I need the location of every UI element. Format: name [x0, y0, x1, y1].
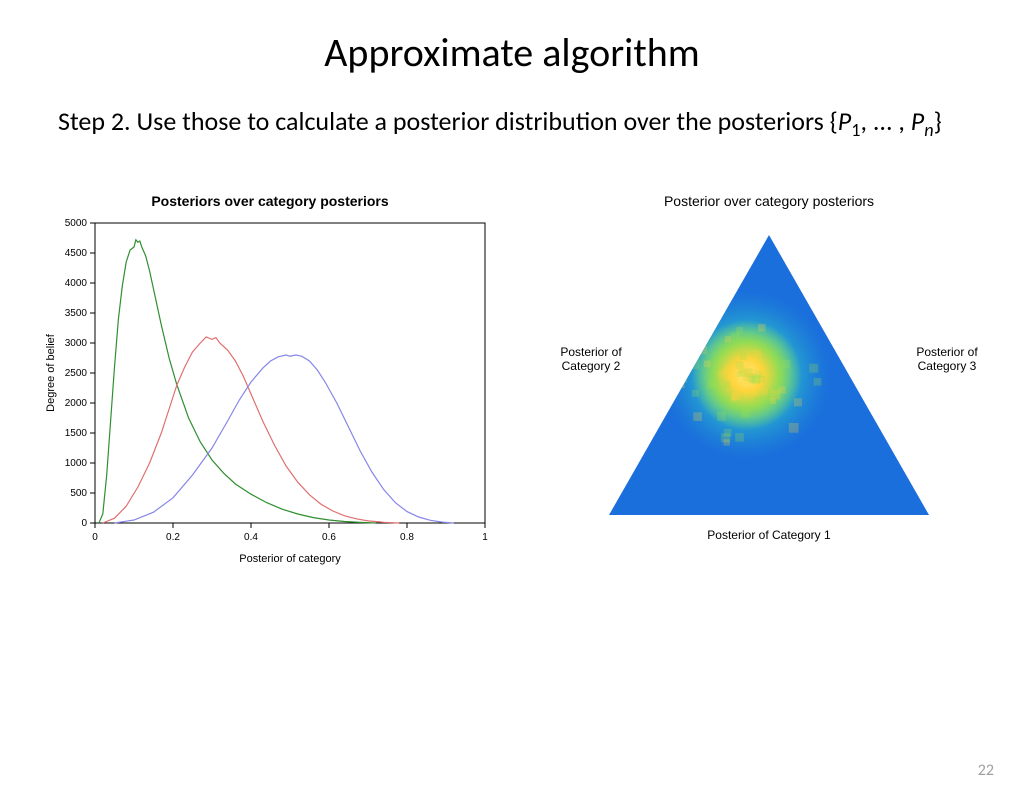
- left-chart-title: Posteriors over category posteriors: [40, 193, 500, 209]
- svg-text:1000: 1000: [65, 458, 88, 469]
- svg-text:500: 500: [70, 488, 87, 499]
- left-line-chart: Posteriors over category posteriors 0 500…: [40, 193, 500, 573]
- svg-text:3000: 3000: [65, 338, 88, 349]
- svg-text:2000: 2000: [65, 398, 88, 409]
- vertex-label-bottom: Posterior of Category 1: [554, 528, 984, 542]
- svg-text:Degree of belief: Degree of belief: [45, 333, 57, 412]
- svg-text:4000: 4000: [65, 278, 88, 289]
- step-body-text: Step 2. Use those to calculate a posteri…: [58, 104, 966, 143]
- svg-text:Posterior of category: Posterior of category: [239, 553, 341, 565]
- svg-text:0: 0: [81, 518, 87, 529]
- figure-row: Posteriors over category posteriors 0 500…: [40, 193, 984, 573]
- svg-text:0.6: 0.6: [322, 532, 336, 543]
- svg-text:0.4: 0.4: [244, 532, 258, 543]
- step-text-suffix: }: [934, 105, 942, 137]
- vertex-label-right: Posterior ofCategory 3: [904, 345, 990, 374]
- right-chart-title: Posterior over category posteriors: [554, 193, 984, 209]
- svg-text:1: 1: [482, 532, 488, 543]
- right-ternary-chart: Posterior over category posteriors Poste…: [554, 193, 984, 573]
- right-chart-svg: [554, 215, 984, 535]
- svg-text:4500: 4500: [65, 248, 88, 259]
- svg-text:0: 0: [92, 532, 98, 543]
- page-number: 22: [978, 761, 994, 780]
- slide-title: Approximate algorithm: [0, 28, 1024, 77]
- left-chart-svg: 0 500 1000 1500 2000 2500 3000 3500 4000 4500 5000…: [40, 213, 500, 568]
- svg-text:2500: 2500: [65, 368, 88, 379]
- svg-text:0.8: 0.8: [400, 532, 414, 543]
- svg-text:3500: 3500: [65, 308, 88, 319]
- svg-text:1500: 1500: [65, 428, 88, 439]
- step-text-prefix: Step 2. Use those to calculate a posteri…: [58, 105, 838, 137]
- svg-text:5000: 5000: [65, 218, 88, 229]
- vertex-label-left: Posterior ofCategory 2: [548, 345, 634, 374]
- svg-text:0.2: 0.2: [166, 532, 180, 543]
